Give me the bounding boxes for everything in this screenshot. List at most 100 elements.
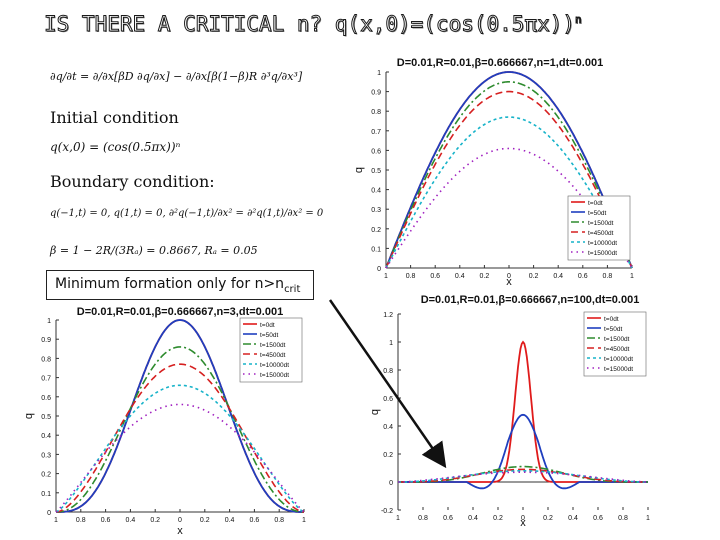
y-tick-label: 0.2 — [371, 227, 381, 234]
y-tick-label: 0.5 — [41, 414, 51, 421]
slide-title: IS THERE A CRITICAL n? q(x,0)=(cos(0.5πx… — [43, 12, 684, 52]
legend-entry: t=1500dt — [588, 220, 614, 227]
y-tick-label: 0.6 — [41, 395, 51, 402]
y-tick-label: 0.8 — [41, 356, 51, 363]
series-line — [398, 468, 648, 483]
parameters-formula: β = 1 − 2R/(3Rₐ) = 0.8667, Rₐ = 0.05 — [50, 244, 258, 257]
x-tick-label: 1 — [396, 515, 400, 522]
x-tick-label: 0.2 — [543, 515, 553, 522]
y-axis-label: q — [369, 409, 381, 415]
x-axis-label: x — [506, 276, 512, 288]
y-tick-label: 0.1 — [41, 491, 51, 498]
series-line — [55, 384, 305, 513]
pde-equation: ∂q/∂t = ∂/∂x[βD ∂q/∂x] − ∂/∂x[β(1−β)R ∂³… — [50, 70, 303, 83]
slide-title-text: IS THERE A CRITICAL n? q(x,0)=(cos(0.5πx… — [43, 12, 576, 37]
y-tick-label: 0 — [47, 510, 51, 517]
y-tick-label: 1.2 — [383, 312, 393, 319]
y-tick-label: 0.4 — [383, 424, 393, 431]
y-tick-label: 0.3 — [41, 452, 51, 459]
x-tick-label: 0 — [507, 273, 511, 280]
y-tick-label: 0.6 — [371, 148, 381, 155]
x-tick-label: 0.6 — [430, 273, 440, 280]
legend-entry: t=0dt — [604, 316, 619, 323]
legend-box — [567, 195, 631, 261]
x-tick-label: 0.4 — [568, 515, 578, 522]
x-tick-label: 0.6 — [101, 517, 111, 524]
series-line — [56, 346, 304, 513]
legend-entry: t=0dt — [260, 322, 275, 329]
x-tick-label: 1 — [54, 517, 58, 524]
series-line — [385, 81, 633, 269]
series-line — [55, 403, 305, 513]
y-tick-label: 0.9 — [41, 337, 51, 344]
y-tick-label: 1 — [47, 318, 51, 325]
series-line — [398, 413, 648, 490]
chart-title: D=0.01,R=0.01,β=0.666667,n=1,dt=0.001 — [397, 57, 603, 69]
y-tick-label: 0.4 — [371, 188, 381, 195]
series-line — [55, 363, 305, 513]
x-tick-label: 0.8 — [274, 517, 284, 524]
series-line — [385, 71, 633, 269]
y-tick-label: 0.7 — [371, 129, 381, 136]
callout-text: Minimum formation only for n>n — [55, 276, 285, 292]
legend-entry: t=1500dt — [604, 336, 630, 343]
series-line — [385, 147, 633, 269]
slide-title-superscript: n — [575, 13, 583, 27]
x-tick-label: 0.2 — [480, 273, 490, 280]
minimum-formation-callout: Minimum formation only for n>ncrit — [46, 270, 314, 300]
x-tick-label: 0.8 — [76, 517, 86, 524]
x-tick-label: 1 — [646, 515, 650, 522]
y-tick-label: -0.2 — [381, 508, 393, 515]
series-line — [385, 116, 633, 269]
legend-entry: t=50dt — [604, 326, 622, 333]
y-tick-label: 0.3 — [371, 207, 381, 214]
y-tick-label: 0 — [377, 266, 381, 273]
x-tick-label: 0.4 — [553, 273, 563, 280]
x-tick-label: 0.2 — [493, 515, 503, 522]
x-tick-label: 0 — [521, 515, 525, 522]
y-tick-label: 0.7 — [41, 376, 51, 383]
y-tick-label: 0.4 — [41, 433, 51, 440]
initial-condition-heading: Initial condition — [50, 108, 179, 127]
x-tick-label: 1 — [302, 517, 306, 524]
y-axis-label: q — [23, 413, 35, 419]
y-tick-label: 0.8 — [383, 368, 393, 375]
legend-entry: t=10000dt — [604, 356, 633, 363]
legend-entry: t=15000dt — [260, 372, 289, 379]
legend-entry: t=4500dt — [604, 346, 630, 353]
x-tick-label: 0.8 — [418, 515, 428, 522]
legend-entry: t=4500dt — [588, 230, 614, 237]
initial-condition-formula: q(x,0) = (cos(0.5πx))ⁿ — [50, 140, 181, 154]
series-line — [398, 471, 648, 483]
callout-subscript: crit — [284, 283, 301, 295]
chart-1-group: D=0.01,R=0.01,β=0.666667,n=3,dt=0.001 1 0.… — [23, 306, 306, 537]
x-axis-label: x — [177, 525, 183, 537]
legend-box — [239, 317, 303, 383]
legend-entry: t=50dt — [588, 210, 606, 217]
y-tick-label: 0.2 — [41, 472, 51, 479]
y-tick-label: 0.2 — [383, 452, 393, 459]
y-tick-label: 0.8 — [371, 109, 381, 116]
x-tick-label: 0.4 — [468, 515, 478, 522]
y-tick-label: 1 — [389, 340, 393, 347]
x-axis-label: x — [520, 517, 526, 529]
x-tick-label: 0.6 — [250, 517, 260, 524]
chart-2-group: D=0.01,R=0.01,β=0.666667,n=100,dt=0.001 1… — [369, 294, 650, 529]
legend-entry: t=1500dt — [260, 342, 286, 349]
series-line — [56, 319, 304, 513]
y-tick-label: 0.9 — [371, 90, 381, 97]
boundary-condition-formula: q(−1,t) = 0, q(1,t) = 0, ∂²q(−1,t)/∂x² =… — [50, 208, 324, 219]
x-tick-label: 0.6 — [593, 515, 603, 522]
chart-title: D=0.01,R=0.01,β=0.666667,n=3,dt=0.001 — [77, 306, 283, 318]
chart-title: D=0.01,R=0.01,β=0.666667,n=100,dt=0.001 — [421, 294, 640, 306]
legend-entry: t=4500dt — [260, 352, 286, 359]
x-tick-label: 0 — [178, 517, 182, 524]
x-tick-label: 0.2 — [529, 273, 539, 280]
y-axis-label: q — [353, 167, 365, 173]
x-tick-label: 1 — [630, 273, 634, 280]
x-tick-label: 0.2 — [150, 517, 160, 524]
x-tick-label: 0.4 — [126, 517, 136, 524]
legend-entry: t=10000dt — [588, 240, 617, 247]
series-line — [385, 90, 633, 269]
